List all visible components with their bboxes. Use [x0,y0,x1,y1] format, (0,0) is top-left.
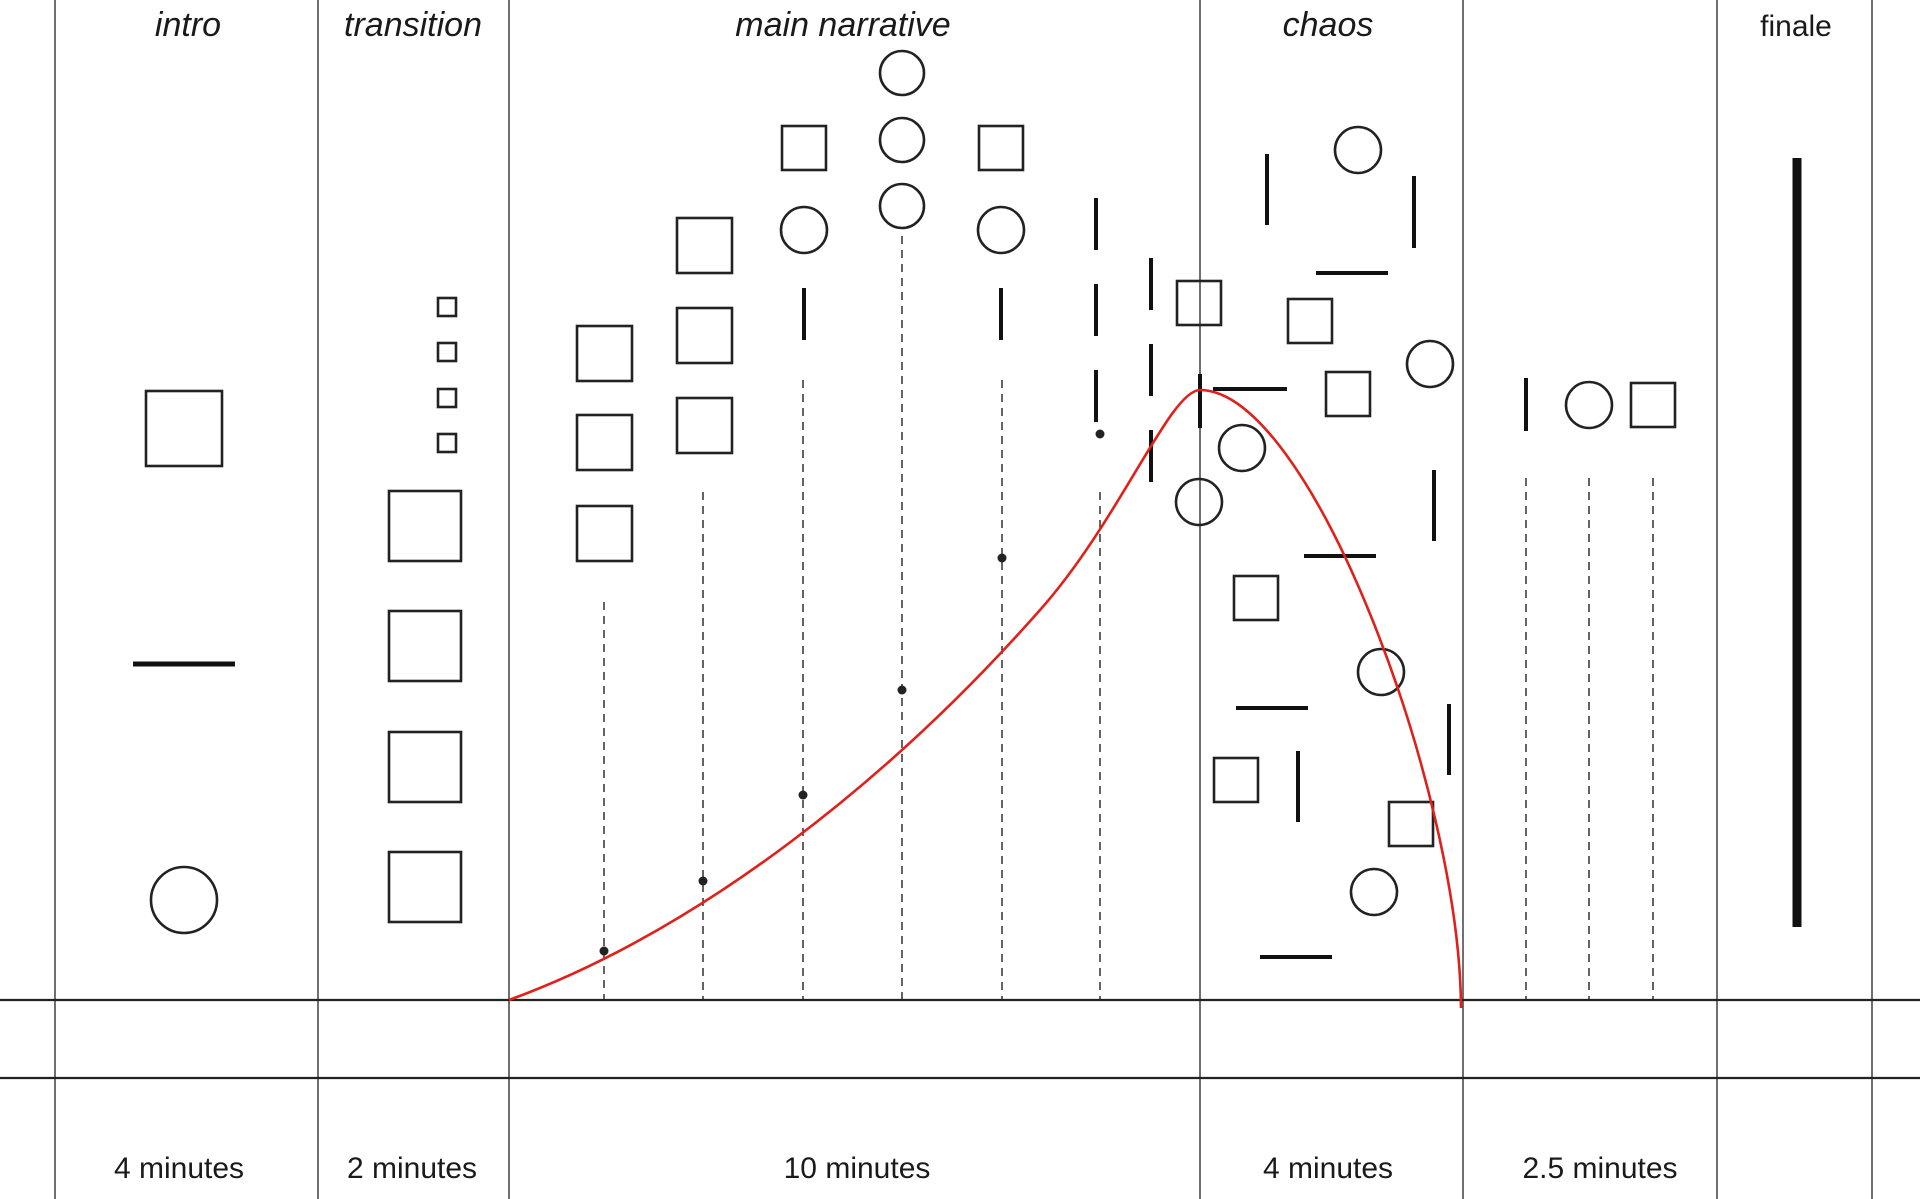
square-symbol [1286,297,1334,345]
intro-symbols [133,389,235,935]
duration-transition: 2 minutes [347,1152,477,1185]
square-symbol [675,396,734,455]
square-symbol [575,324,634,383]
transition-symbols [387,296,463,924]
duration-chaos: 4 minutes [1263,1152,1393,1185]
circle-symbol [1356,647,1406,697]
circle-symbol [878,116,926,164]
curve-markers [599,429,1105,956]
section-title-chaos: chaos [1283,6,1374,44]
square-symbol [144,389,224,468]
circle-symbol [1174,477,1224,527]
circle-symbol [779,205,829,255]
section-title-main-narrative: main narrative [735,6,950,44]
square-symbol [387,609,463,683]
square-symbol [1212,756,1260,804]
circle-symbol [149,865,219,935]
intensity-curve [508,388,1463,1009]
square-symbol [575,413,634,472]
square-symbol [675,306,734,365]
circle-symbol [1349,867,1399,917]
unlabeled-section-symbols [1524,378,1677,1000]
square-symbol [1232,574,1280,622]
section-title-transition: transition [344,6,482,44]
curve-dot [997,553,1007,563]
circle-symbol [1405,339,1455,389]
square-symbol [675,216,734,275]
curve-dot [698,876,708,886]
circle-symbol [878,49,926,97]
square-symbol [780,124,828,172]
square-symbol [387,850,463,924]
circle-symbol [878,182,926,230]
small-square-symbol [436,296,458,318]
square-symbol [1324,370,1372,418]
small-square-symbol [436,341,458,363]
curve-dot [1095,429,1105,439]
square-symbol [575,504,634,563]
main-narrative-symbols [575,49,1153,563]
section-titles: intro transition main narrative chaos fi… [155,6,1832,44]
square-symbol [977,124,1025,172]
square-symbol [387,489,463,563]
curve-dot [897,685,907,695]
section-title-finale: finale [1760,10,1832,43]
square-symbol [387,730,463,804]
circle-symbol [1564,380,1614,430]
column-separators [54,0,1873,1199]
small-square-symbol [436,432,458,454]
small-square-symbol [436,387,458,409]
main-narrative-dashed-lines [603,236,1101,1000]
duration-unlabeled: 2.5 minutes [1522,1152,1677,1185]
circle-symbol [976,205,1026,255]
square-symbol [1387,800,1435,848]
section-title-intro: intro [155,6,221,44]
curve-dot [798,790,808,800]
duration-intro: 4 minutes [114,1152,244,1185]
square-symbol [1629,381,1677,429]
chaos-symbols [1174,125,1455,959]
curve-dot [599,946,609,956]
circle-symbol [1217,423,1267,473]
section-durations: 4 minutes 2 minutes 10 minutes 4 minutes… [114,1152,1678,1185]
square-symbol [1175,279,1223,327]
duration-main-narrative: 10 minutes [784,1152,931,1185]
circle-symbol [1333,125,1383,175]
